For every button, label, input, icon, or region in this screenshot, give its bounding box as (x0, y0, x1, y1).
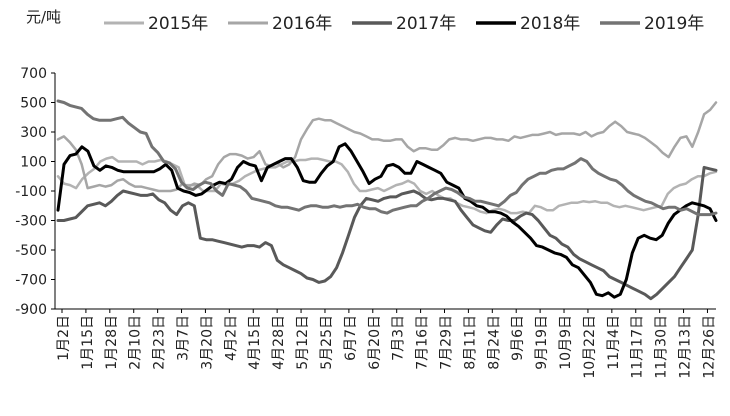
series-line-2016年 (56, 101, 718, 193)
x-tick-label: 11月30日 (654, 315, 670, 379)
series-line-2018年 (56, 142, 718, 299)
x-tick-label: 2月10日 (128, 315, 144, 370)
x-tick-label: 6月7日 (343, 315, 359, 361)
y-tick-label: 500 (20, 96, 47, 112)
x-tick-label: 9月6日 (510, 315, 526, 361)
x-tick-label: 5月25日 (319, 315, 335, 370)
x-tick-label: 4月2日 (223, 315, 239, 361)
x-tick-label: 12月26日 (701, 315, 717, 379)
x-tick-label: 11月4日 (606, 315, 622, 370)
y-tick-label: 100 (20, 155, 47, 171)
x-tick-label: 8月24日 (486, 315, 502, 370)
x-tick-label: 2月23日 (152, 315, 168, 370)
y-tick-label: 300 (20, 125, 47, 141)
x-tick-label: 7月3日 (391, 315, 407, 361)
legend-label: 2018年 (520, 14, 580, 34)
x-tick-label: 1月2日 (56, 315, 72, 361)
legend-label: 2016年 (272, 14, 332, 34)
x-tick-label: 1月15日 (80, 315, 96, 370)
unit-label: 元/吨 (26, 8, 61, 26)
x-tick-label: 10月22日 (582, 315, 598, 379)
legend: 2015年 2016年 2017年 2018年 2019年 (104, 14, 704, 34)
y-tick-label: -300 (15, 214, 47, 230)
y-tick-label: -700 (15, 273, 47, 289)
legend-label: 2019年 (644, 14, 704, 34)
x-tick-label: 11月17日 (630, 315, 646, 379)
x-axis: 1月2日 1月15日 1月28日 2月10日 2月23日 3月7日 3月20日 4月2日 4月1… (55, 308, 717, 379)
x-tick-label: 7月29日 (438, 315, 454, 370)
x-tick-label: 1月28日 (104, 315, 120, 370)
plot-area (56, 99, 718, 301)
y-axis: 700 500 300 100 -100 -300 -500 -700 -900 (15, 66, 56, 318)
y-tick-label: -100 (15, 184, 47, 200)
x-tick-label: 12月13日 (678, 315, 694, 379)
x-tick-label: 9月19日 (534, 315, 550, 370)
x-tick-label: 3月20日 (199, 315, 215, 370)
x-tick-label: 6月20日 (367, 315, 383, 370)
series-line-2019年 (56, 99, 718, 217)
y-tick-label: -900 (15, 302, 47, 318)
x-tick-label: 7月16日 (415, 315, 431, 370)
y-tick-label: -500 (15, 243, 47, 259)
x-tick-label: 10月9日 (558, 315, 574, 370)
x-tick-label: 5月12日 (295, 315, 311, 370)
y-tick-label: 700 (20, 66, 47, 82)
x-tick-label: 3月7日 (176, 315, 192, 361)
x-tick-label: 4月15日 (247, 315, 263, 370)
legend-label: 2015年 (148, 14, 208, 34)
legend-label: 2017年 (396, 14, 456, 34)
series-line-2017年 (56, 165, 718, 301)
x-tick-label: 4月28日 (271, 315, 287, 370)
x-tick-label: 8月11日 (462, 315, 478, 370)
